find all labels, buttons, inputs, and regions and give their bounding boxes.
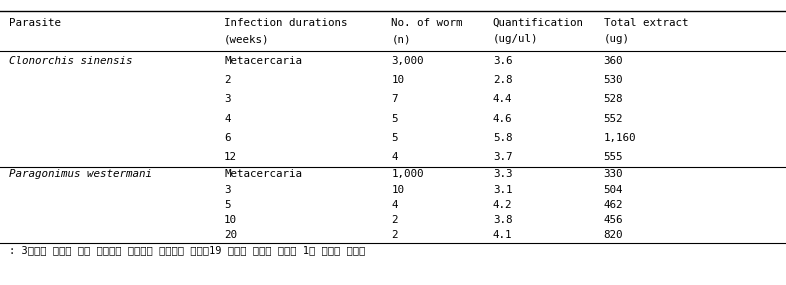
Text: 12: 12 [224, 152, 237, 162]
Text: (weeks): (weeks) [224, 34, 270, 44]
Text: Paragonimus westermani: Paragonimus westermani [9, 169, 152, 179]
Text: : 3년차에 부족한 충체 단백질을 확보하려 하였으나 코로나19 여파로 출장이 어려워 1주 단백질 시료를: : 3년차에 부족한 충체 단백질을 확보하려 하였으나 코로나19 여파로 출… [9, 246, 365, 256]
Text: 530: 530 [604, 75, 623, 85]
Text: 330: 330 [604, 169, 623, 179]
Text: Quantification: Quantification [493, 18, 584, 28]
Text: 462: 462 [604, 200, 623, 210]
Text: 10: 10 [224, 215, 237, 225]
Text: Total extract: Total extract [604, 18, 689, 28]
Text: 2: 2 [391, 230, 398, 240]
Text: 456: 456 [604, 215, 623, 225]
Text: 2.8: 2.8 [493, 75, 512, 85]
Text: No. of worm: No. of worm [391, 18, 463, 28]
Text: 10: 10 [391, 185, 405, 195]
Text: 4.2: 4.2 [493, 200, 512, 210]
Text: 528: 528 [604, 94, 623, 104]
Text: (ug/ul): (ug/ul) [493, 34, 538, 44]
Text: 504: 504 [604, 185, 623, 195]
Text: 6: 6 [224, 133, 230, 143]
Text: 7: 7 [391, 94, 398, 104]
Text: 4: 4 [391, 200, 398, 210]
Text: 4.4: 4.4 [493, 94, 512, 104]
Text: 1,160: 1,160 [604, 133, 636, 143]
Text: 5: 5 [391, 133, 398, 143]
Text: 4.6: 4.6 [493, 114, 512, 124]
Text: 3.7: 3.7 [493, 152, 512, 162]
Text: 4: 4 [391, 152, 398, 162]
Text: Metacercaria: Metacercaria [224, 56, 302, 66]
Text: 10: 10 [391, 75, 405, 85]
Text: 3.1: 3.1 [493, 185, 512, 195]
Text: (ug): (ug) [604, 34, 630, 44]
Text: 552: 552 [604, 114, 623, 124]
Text: 20: 20 [224, 230, 237, 240]
Text: Metacercaria: Metacercaria [224, 169, 302, 179]
Text: 4.1: 4.1 [493, 230, 512, 240]
Text: Parasite: Parasite [9, 18, 61, 28]
Text: 3: 3 [224, 94, 230, 104]
Text: 3.3: 3.3 [493, 169, 512, 179]
Text: 3.6: 3.6 [493, 56, 512, 66]
Text: 2: 2 [391, 215, 398, 225]
Text: Clonorchis sinensis: Clonorchis sinensis [9, 56, 133, 66]
Text: Infection durations: Infection durations [224, 18, 347, 28]
Text: 2: 2 [224, 75, 230, 85]
Text: 820: 820 [604, 230, 623, 240]
Text: 3: 3 [224, 185, 230, 195]
Text: 븼 상태로 실험을 진행하였음.: 븼 상태로 실험을 진행하였음. [9, 283, 109, 285]
Text: 360: 360 [604, 56, 623, 66]
Text: 5: 5 [224, 200, 230, 210]
Text: 3.8: 3.8 [493, 215, 512, 225]
Text: 5.8: 5.8 [493, 133, 512, 143]
Text: (n): (n) [391, 34, 411, 44]
Text: 5: 5 [391, 114, 398, 124]
Text: 1,000: 1,000 [391, 169, 424, 179]
Text: 555: 555 [604, 152, 623, 162]
Text: 3,000: 3,000 [391, 56, 424, 66]
Text: 4: 4 [224, 114, 230, 124]
